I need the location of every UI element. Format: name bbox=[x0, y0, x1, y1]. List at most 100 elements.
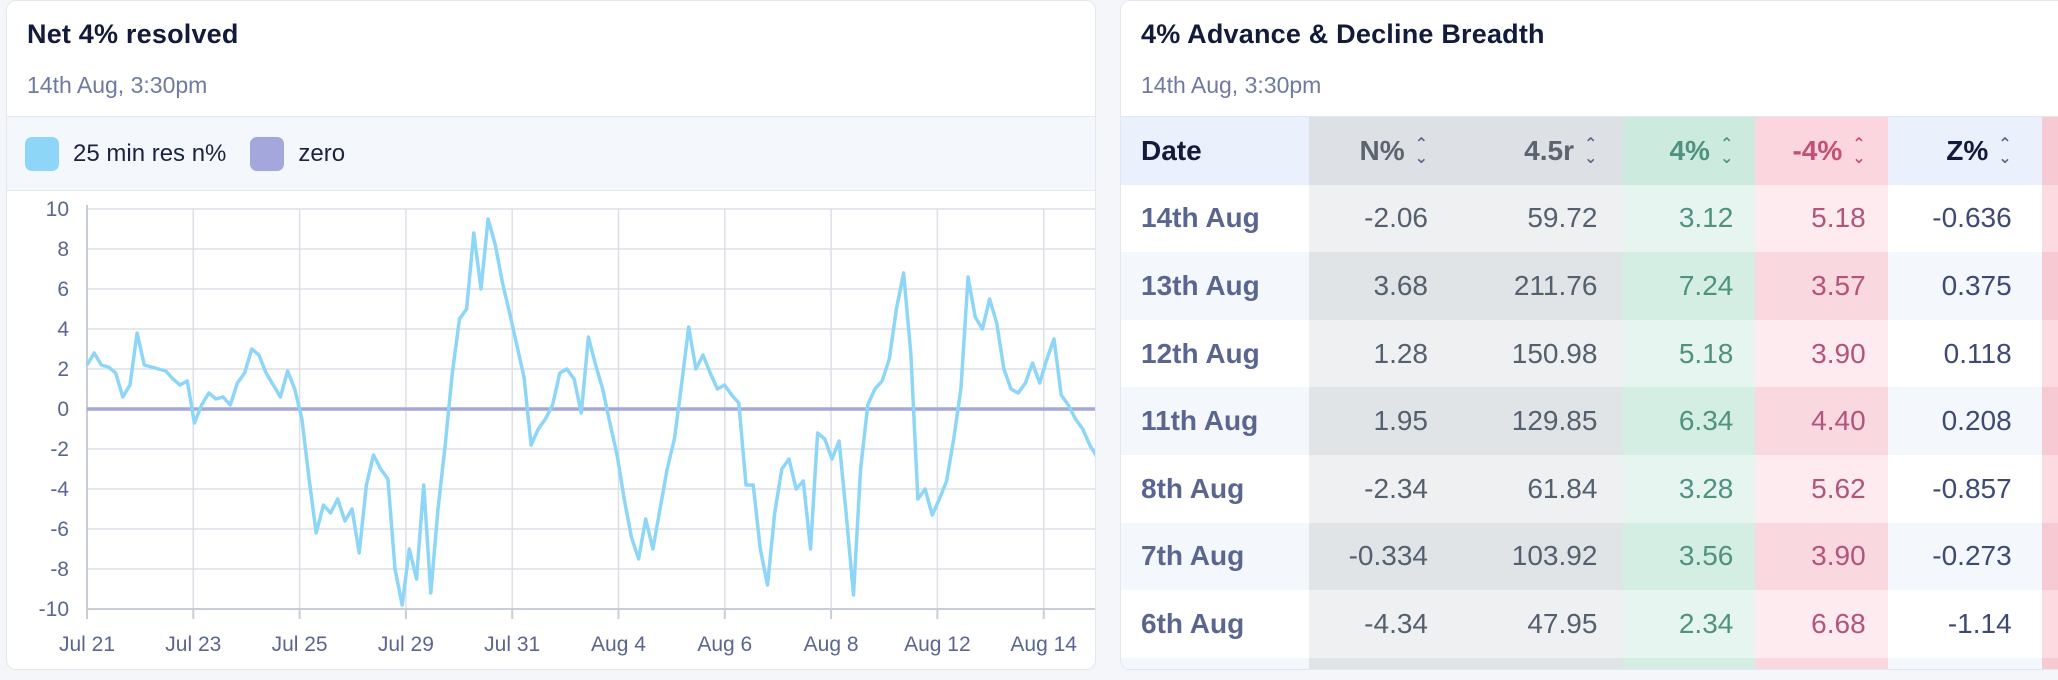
cell-advance: 5.18 bbox=[1623, 319, 1756, 388]
cell-ratio: 211.76 bbox=[1454, 252, 1624, 320]
cell-decline: 3.90 bbox=[1755, 522, 1888, 591]
cell-overflow bbox=[2041, 454, 2058, 523]
table-row[interactable]: 13th Aug 3.68 211.76 7.24 3.57 0.375 bbox=[1121, 252, 2058, 320]
y-tick-label: 0 bbox=[57, 398, 69, 421]
legend-swatch-zero bbox=[250, 136, 285, 171]
x-tick-label: Jul 23 bbox=[165, 633, 221, 656]
cell-n-pct: -2.06 bbox=[1308, 184, 1454, 253]
cell-advance bbox=[1623, 657, 1756, 669]
table-row[interactable]: 7th Aug -0.334 103.92 3.56 3.90 -0.273 bbox=[1121, 522, 2058, 591]
table-row[interactable]: 6th Aug -4.34 47.95 2.34 6.68 -1.14 bbox=[1121, 590, 2058, 658]
cell-advance: 3.56 bbox=[1623, 522, 1756, 591]
table-row[interactable]: 8th Aug -2.34 61.84 3.28 5.62 -0.857 bbox=[1121, 454, 2058, 523]
column-header-advance-label: 4% bbox=[1669, 134, 1710, 166]
table-header-row: Date N% ⌃ ⌄ 4.5r ⌃ ⌄ 4% ⌃ ⌄ -4% ⌃ ⌄ Z% ⌃ ⌄ bbox=[1121, 117, 2058, 185]
column-header-overflow bbox=[2041, 117, 2058, 185]
table-subtitle: 14th Aug, 3:30pm bbox=[1141, 72, 1322, 98]
series-line-res bbox=[85, 217, 1095, 607]
column-header-ratio-label: 4.5r bbox=[1524, 134, 1574, 166]
x-tick-label: Jul 31 bbox=[484, 633, 540, 656]
y-tick-label: 10 bbox=[46, 198, 69, 221]
column-header-ratio[interactable]: 4.5r ⌃ ⌄ bbox=[1454, 117, 1624, 185]
column-header-advance[interactable]: 4% ⌃ ⌄ bbox=[1623, 117, 1756, 185]
y-tick-label: -8 bbox=[50, 558, 69, 581]
cell-date: 14th Aug bbox=[1121, 184, 1309, 253]
cell-z-pct: 0.375 bbox=[1887, 252, 2042, 320]
y-tick-label: 6 bbox=[57, 278, 69, 301]
cell-decline: 5.62 bbox=[1755, 454, 1888, 523]
cell-ratio: 47.95 bbox=[1454, 590, 1624, 658]
column-header-n-pct-label: N% bbox=[1359, 134, 1405, 166]
line-chart-svg[interactable]: 10 8 6 4 2 0 -2 -4 -6 -8 -10 Jul 21 Jul 23 Jul 25 Jul … bbox=[7, 191, 1096, 670]
cell-overflow bbox=[2041, 319, 2058, 388]
x-tick-label: Aug 6 bbox=[697, 633, 752, 656]
cell-overflow bbox=[2041, 590, 2058, 658]
cell-advance: 6.34 bbox=[1623, 387, 1756, 455]
y-tick-label: 8 bbox=[57, 238, 69, 261]
table-row[interactable]: 14th Aug -2.06 59.72 3.12 5.18 -0.636 bbox=[1121, 184, 2058, 253]
cell-decline: 3.57 bbox=[1755, 252, 1888, 320]
cell-date bbox=[1121, 657, 1309, 669]
sort-icon[interactable]: ⌃ ⌄ bbox=[1998, 136, 2012, 168]
cell-date: 12th Aug bbox=[1121, 319, 1309, 388]
cell-z-pct: -0.857 bbox=[1887, 454, 2042, 523]
x-tick-label: Jul 21 bbox=[59, 633, 115, 656]
x-tick-label: Aug 12 bbox=[904, 633, 971, 656]
cell-z-pct: -0.636 bbox=[1887, 184, 2042, 253]
cell-z-pct: 0.208 bbox=[1887, 387, 2042, 455]
table-body: 14th Aug -2.06 59.72 3.12 5.18 -0.636 13th Au… bbox=[1121, 184, 2058, 669]
chart-legend: 25 min res n% zero bbox=[7, 117, 1095, 191]
cell-n-pct: -0.334 bbox=[1308, 522, 1454, 591]
sort-icon[interactable]: ⌃ ⌄ bbox=[1719, 136, 1734, 168]
cell-advance: 2.34 bbox=[1623, 590, 1756, 658]
chart-subtitle: 14th Aug, 3:30pm bbox=[27, 72, 208, 98]
table-row[interactable]: 11th Aug 1.95 129.85 6.34 4.40 0.208 bbox=[1121, 387, 2058, 455]
legend-item-zero[interactable]: zero bbox=[250, 136, 345, 171]
cell-n-pct bbox=[1308, 657, 1454, 669]
cell-decline: 4.40 bbox=[1755, 387, 1888, 455]
cell-overflow bbox=[2041, 252, 2058, 320]
chart-title: Net 4% resolved bbox=[27, 19, 239, 49]
table-row[interactable]: 12th Aug 1.28 150.98 5.18 3.90 0.118 bbox=[1121, 319, 2058, 388]
cell-n-pct: -4.34 bbox=[1308, 590, 1454, 658]
cell-z-pct: 0.118 bbox=[1887, 319, 2042, 388]
column-header-z-pct[interactable]: Z% ⌃ ⌄ bbox=[1887, 117, 2042, 185]
x-tick-label: Jul 25 bbox=[272, 633, 328, 656]
table-header-block: 4% Advance & Decline Breadth 14th Aug, 3… bbox=[1121, 1, 2058, 117]
cell-decline: 3.90 bbox=[1755, 319, 1888, 388]
cell-ratio: 59.72 bbox=[1454, 184, 1624, 253]
chart-header: Net 4% resolved 14th Aug, 3:30pm bbox=[7, 1, 1095, 117]
x-tick-label: Aug 14 bbox=[1010, 633, 1077, 656]
sort-icon[interactable]: ⌃ ⌄ bbox=[1852, 136, 1866, 168]
x-tick-label: Aug 4 bbox=[591, 633, 646, 656]
cell-overflow bbox=[2041, 387, 2058, 455]
sort-icon[interactable]: ⌃ ⌄ bbox=[1584, 136, 1598, 168]
cell-date: 6th Aug bbox=[1121, 590, 1309, 658]
cell-overflow bbox=[2041, 184, 2058, 253]
cell-n-pct: -2.34 bbox=[1308, 454, 1454, 523]
x-tick-label: Aug 8 bbox=[804, 633, 859, 656]
cell-ratio bbox=[1454, 657, 1624, 669]
cell-date: 8th Aug bbox=[1121, 454, 1309, 523]
y-tick-label: -4 bbox=[50, 478, 69, 501]
cell-n-pct: 1.95 bbox=[1308, 387, 1454, 455]
column-header-n-pct[interactable]: N% ⌃ ⌄ bbox=[1308, 117, 1454, 185]
cell-date: 7th Aug bbox=[1121, 522, 1309, 591]
cell-date: 11th Aug bbox=[1121, 387, 1309, 455]
breadth-panel: 4% Advance & Decline Breadth 14th Aug, 3… bbox=[1120, 0, 2058, 670]
column-header-date[interactable]: Date bbox=[1121, 117, 1309, 185]
y-tick-label: 2 bbox=[57, 358, 69, 381]
cell-ratio: 61.84 bbox=[1454, 454, 1624, 523]
cell-z-pct: -0.273 bbox=[1887, 522, 2042, 591]
net-resolved-panel: Net 4% resolved 14th Aug, 3:30pm 25 min … bbox=[6, 0, 1096, 670]
y-tick-label: -6 bbox=[50, 518, 69, 541]
cell-ratio: 150.98 bbox=[1454, 319, 1624, 388]
table-title: 4% Advance & Decline Breadth bbox=[1141, 19, 1545, 49]
legend-item-res[interactable]: 25 min res n% bbox=[25, 136, 226, 171]
cell-decline: 6.68 bbox=[1755, 590, 1888, 658]
column-header-decline[interactable]: -4% ⌃ ⌄ bbox=[1755, 117, 1888, 185]
line-chart[interactable]: 10 8 6 4 2 0 -2 -4 -6 -8 -10 Jul 21 Jul 23 Jul 25 Jul … bbox=[7, 191, 1096, 670]
sort-icon[interactable]: ⌃ ⌄ bbox=[1414, 136, 1428, 168]
legend-swatch-res bbox=[25, 136, 59, 171]
cell-z-pct: -1.14 bbox=[1887, 590, 2042, 658]
